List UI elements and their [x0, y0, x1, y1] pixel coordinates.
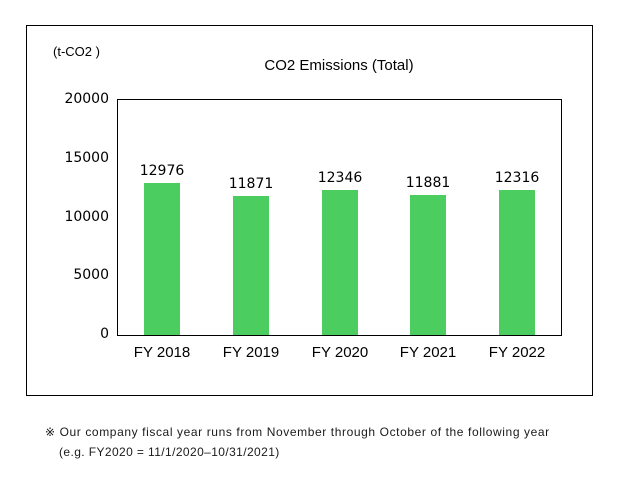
- footnote-line-1: ※ Our company fiscal year runs from Nove…: [45, 425, 550, 439]
- bar-value-label: 12316: [494, 170, 540, 186]
- bar-fy-2020: [322, 190, 358, 335]
- footnote: ※ Our company fiscal year runs from Nove…: [45, 422, 550, 462]
- x-axis-label: FY 2020: [311, 344, 369, 361]
- x-axis-label: FY 2022: [488, 344, 546, 361]
- bar-fy-2021: [410, 195, 446, 335]
- bar-value-label: 12346: [317, 170, 363, 186]
- x-axis-label: FY 2019: [222, 344, 280, 361]
- bar-value-label: 11881: [405, 175, 451, 191]
- y-axis-tick-label: 20000: [64, 91, 109, 107]
- x-axis-label: FY 2021: [399, 344, 457, 361]
- footnote-line-2: (e.g. FY2020 = 11/1/2020–10/31/2021): [59, 445, 280, 459]
- x-axis-label: FY 2018: [133, 344, 191, 361]
- y-axis-tick-label: 0: [100, 326, 109, 342]
- y-axis-tick-label: 10000: [64, 209, 109, 225]
- y-axis-unit-label: (t-CO2 ): [53, 44, 100, 59]
- bar-fy-2019: [233, 196, 269, 335]
- y-axis-tick-label: 15000: [64, 150, 109, 166]
- chart-panel: (t-CO2 ) CO2 Emissions (Total) 12976 1187…: [26, 25, 593, 396]
- chart-title: CO2 Emissions (Total): [264, 57, 414, 74]
- bar-fy-2022: [499, 190, 535, 335]
- bar-value-label: 12976: [139, 163, 185, 179]
- plot-area: 12976 11871 12346 11881 12316: [117, 99, 562, 336]
- bar-fy-2018: [144, 183, 180, 335]
- y-axis-tick-label: 5000: [73, 267, 109, 283]
- bar-value-label: 11871: [228, 176, 274, 192]
